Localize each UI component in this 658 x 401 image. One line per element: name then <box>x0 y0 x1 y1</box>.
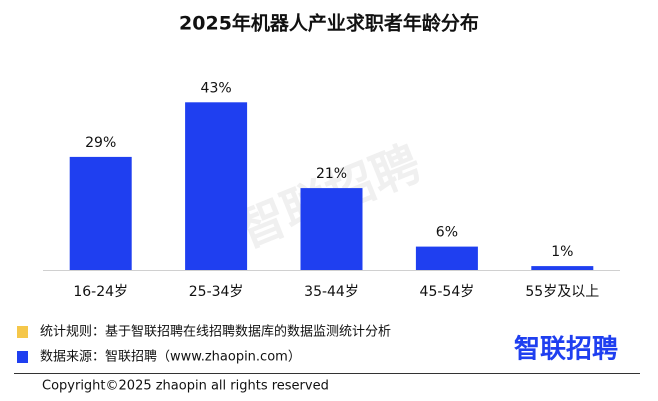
value-label: 6% <box>436 225 458 241</box>
x-tick-label: 55岁及以上 <box>525 284 599 300</box>
logo: 智联招聘 <box>514 335 618 365</box>
footnote: 数据来源：智联招聘（www.zhaopin.com） <box>40 350 301 365</box>
bar <box>531 266 594 270</box>
chart-title: 2025年机器人产业求职者年龄分布 <box>179 12 479 35</box>
x-tick-label: 35-44岁 <box>304 284 359 300</box>
x-tick-label: 25-34岁 <box>189 284 244 300</box>
bar <box>415 246 478 270</box>
value-label: 21% <box>316 166 347 182</box>
legend-swatch <box>17 326 28 338</box>
footnote: 统计规则：基于智联招聘在线招聘数据库的数据监测统计分析 <box>40 324 391 340</box>
x-tick-label: 45-54岁 <box>420 284 475 300</box>
value-label: 1% <box>551 244 573 260</box>
bar <box>185 102 248 270</box>
bar <box>300 188 363 270</box>
value-label: 43% <box>201 80 232 96</box>
x-tick-label: 16-24岁 <box>73 284 128 300</box>
legend-swatch <box>17 351 28 363</box>
bar <box>69 156 132 270</box>
value-label: 29% <box>85 135 116 151</box>
copyright: Copyright©2025 zhaopin all rights reserv… <box>42 379 329 394</box>
